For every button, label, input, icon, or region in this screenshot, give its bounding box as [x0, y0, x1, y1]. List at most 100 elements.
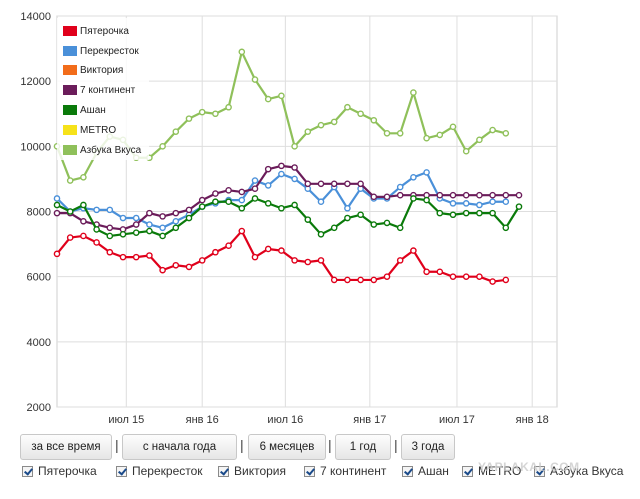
data-point	[80, 201, 87, 209]
data-point	[317, 121, 325, 129]
data-point	[449, 273, 457, 280]
data-point	[238, 227, 246, 235]
data-point	[225, 198, 232, 206]
data-point	[185, 214, 193, 222]
filter-perekrestok[interactable]: Перекресток	[116, 464, 203, 478]
data-point	[462, 147, 470, 155]
data-point	[330, 118, 338, 126]
filter-ashan[interactable]: Ашан	[402, 464, 449, 478]
x-axis: июл 15 янв 16 июл 16 янв 17 июл 17 янв 18	[108, 414, 548, 426]
data-point	[502, 129, 510, 137]
watermark: YAPLAKAL.COM	[478, 460, 580, 474]
data-point	[370, 221, 378, 228]
range-separator: |	[115, 437, 119, 453]
data-point	[476, 273, 483, 280]
data-point	[132, 221, 140, 228]
data-point	[238, 196, 246, 204]
data-point	[53, 195, 61, 202]
data-point	[462, 191, 470, 199]
checkbox-checked-icon[interactable]	[116, 465, 127, 477]
data-point	[489, 198, 496, 206]
data-point	[264, 200, 272, 207]
data-point	[251, 253, 259, 261]
range-button-ytd[interactable]: с начала года	[122, 434, 237, 460]
range-button-all-time[interactable]: за все время	[20, 434, 112, 460]
data-point	[476, 136, 483, 144]
legend-swatch	[63, 85, 77, 95]
legend-item-viktoriya: Виктория	[63, 63, 123, 77]
data-point	[119, 214, 127, 222]
data-point	[489, 191, 496, 199]
filter-viktoriya[interactable]: Виктория	[218, 464, 286, 478]
data-point	[383, 129, 391, 137]
legend-item-pyaterochka: Пятерочка	[63, 24, 129, 38]
data-point	[212, 198, 219, 206]
legend-label: Пятерочка	[80, 25, 129, 37]
data-point	[317, 231, 325, 238]
data-point	[212, 190, 219, 197]
data-point	[80, 217, 87, 225]
legend-item-metro: METRO	[63, 123, 116, 137]
y-tick-label: 14000	[20, 11, 51, 23]
data-point	[383, 219, 391, 227]
data-point	[304, 128, 312, 135]
range-separator: |	[328, 437, 332, 453]
legend-swatch	[63, 145, 77, 155]
data-point	[357, 110, 364, 118]
data-point	[304, 216, 312, 223]
data-point	[198, 196, 206, 204]
data-point	[264, 95, 272, 103]
legend-swatch	[63, 46, 77, 56]
data-point	[278, 247, 285, 254]
data-point	[370, 116, 378, 124]
data-point	[423, 169, 430, 176]
data-point	[410, 173, 417, 181]
y-tick-label: 6000	[27, 272, 51, 284]
checkbox-checked-icon[interactable]	[304, 465, 315, 477]
series-0	[53, 227, 510, 285]
data-point	[53, 250, 61, 258]
range-button-6-months[interactable]: 6 месяцев	[248, 434, 326, 460]
data-point	[502, 198, 510, 206]
checkbox-checked-icon[interactable]	[22, 465, 33, 477]
legend-swatch	[63, 65, 77, 75]
data-point	[93, 239, 100, 246]
range-button-3-years[interactable]: 3 года	[401, 434, 455, 460]
data-point	[515, 203, 523, 210]
data-point	[93, 206, 100, 214]
data-point	[344, 204, 351, 212]
data-point	[489, 278, 496, 285]
data-point	[251, 195, 259, 202]
legend: Пятерочка Перекресток Виктория 7 контине…	[57, 18, 149, 160]
x-tick-label: июл 17	[439, 414, 475, 426]
data-point	[462, 209, 470, 217]
filter-label: Виктория	[234, 464, 287, 478]
range-button-1-year[interactable]: 1 год	[335, 434, 391, 460]
legend-label: METRO	[80, 124, 117, 136]
data-point	[515, 191, 523, 199]
data-point	[462, 273, 470, 280]
checkbox-checked-icon[interactable]	[462, 465, 473, 477]
filter-metro[interactable]: METRO	[462, 464, 521, 478]
data-point	[304, 180, 312, 188]
filter-azbuka-vkusa[interactable]: Азбука Вкуса	[534, 464, 623, 478]
data-point	[304, 258, 312, 266]
checkbox-checked-icon[interactable]	[534, 465, 545, 477]
checkbox-checked-icon[interactable]	[402, 465, 413, 477]
data-point	[317, 180, 325, 188]
data-point	[278, 92, 285, 100]
data-point	[317, 257, 325, 264]
data-point	[291, 201, 298, 209]
checkbox-checked-icon[interactable]	[218, 465, 229, 477]
data-point	[370, 276, 378, 284]
x-tick-label: июл 16	[267, 414, 303, 426]
data-point	[159, 143, 166, 150]
data-point	[212, 110, 219, 118]
y-tick-label: 2000	[27, 402, 51, 414]
data-point	[106, 224, 114, 232]
data-point	[410, 247, 417, 254]
data-point	[264, 165, 272, 173]
data-point	[449, 200, 457, 207]
filter-pyaterochka[interactable]: Пятерочка	[22, 464, 97, 478]
filter-7-kontinent[interactable]: 7 континент	[304, 464, 386, 478]
